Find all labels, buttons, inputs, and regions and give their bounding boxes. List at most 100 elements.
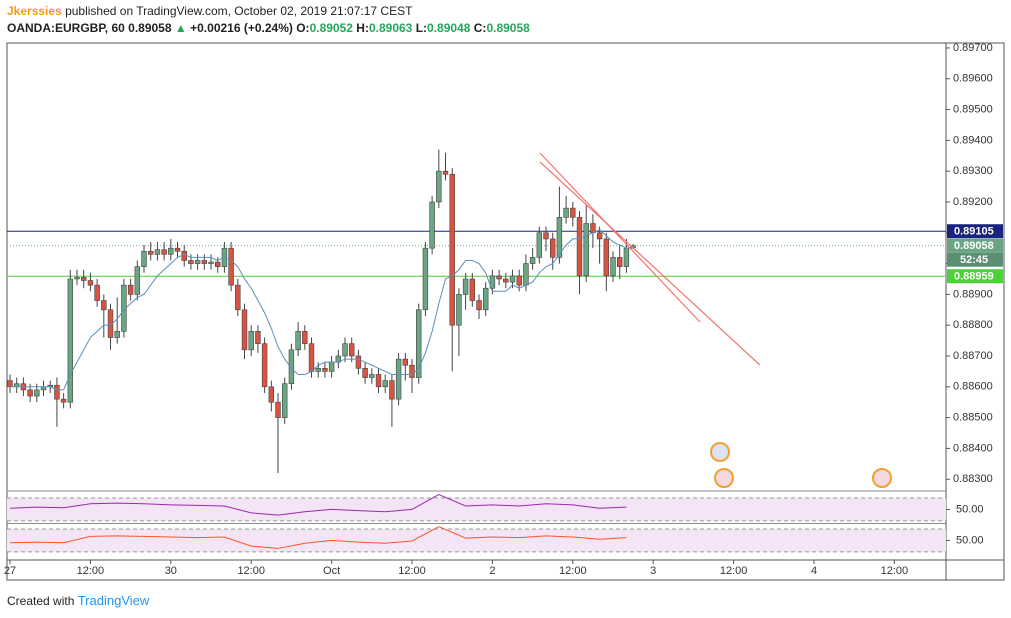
indicator-band xyxy=(7,498,946,521)
author[interactable]: Jkerssies xyxy=(7,4,62,18)
change: +0.00216 (+0.24%) xyxy=(190,21,293,35)
candle-body xyxy=(54,384,60,400)
candle-body xyxy=(235,284,241,311)
candle-body xyxy=(27,389,33,397)
candle-body xyxy=(516,275,522,286)
y-tick-label: 0.88600 xyxy=(953,381,993,393)
candle-body xyxy=(308,343,315,372)
price-label-box xyxy=(947,269,1003,284)
last: 0.89058 xyxy=(128,21,172,35)
candle-body xyxy=(610,257,616,277)
candle-body xyxy=(382,380,388,388)
h-label: H: xyxy=(356,21,369,35)
candle-body xyxy=(268,386,275,403)
candle-body xyxy=(208,261,214,264)
candle-body xyxy=(416,309,422,378)
candle-body xyxy=(154,249,161,255)
candle-body xyxy=(570,207,576,218)
created-with: Created with xyxy=(7,594,75,608)
y-tick-label: 0.89600 xyxy=(953,73,993,85)
candle-body xyxy=(616,257,623,267)
y-tick-label: 0.89500 xyxy=(953,103,993,115)
candle-body xyxy=(462,278,469,295)
y-tick-label: 0.88500 xyxy=(953,412,993,424)
candle-body xyxy=(141,250,147,267)
candle-body xyxy=(288,349,295,385)
candle-body xyxy=(529,257,536,264)
candle-body xyxy=(563,207,569,218)
countdown: 52:45 xyxy=(960,254,988,266)
x-tick-label: 12:00 xyxy=(559,565,587,577)
candle-body xyxy=(60,398,67,403)
candle-body xyxy=(74,277,80,280)
indicator-line xyxy=(10,526,627,549)
candle-body xyxy=(248,331,254,351)
price-label-box xyxy=(947,224,1003,239)
event-icon[interactable] xyxy=(714,468,734,488)
symbol: OANDA:EURGBP, 60 xyxy=(7,21,125,35)
c-label: C: xyxy=(473,21,487,35)
candle-body xyxy=(596,232,603,240)
chart: 0.89700 0.89600 0.89500 0.89400 0.89300 0.892… xyxy=(4,42,1005,581)
candle-body xyxy=(550,238,556,258)
candle-body xyxy=(215,261,221,267)
price-label: 0.89058 xyxy=(954,240,994,252)
candle-body xyxy=(536,232,543,258)
candle-body xyxy=(302,331,308,344)
candle-body xyxy=(7,380,13,388)
x-tick-label: 27 xyxy=(4,565,16,577)
candle-body xyxy=(134,266,141,295)
candle-body xyxy=(543,232,549,240)
candle-body xyxy=(174,247,181,252)
level-label: 50.00 xyxy=(956,503,984,515)
candle-body xyxy=(576,217,583,277)
published: published on TradingView.com, October 02… xyxy=(65,4,413,18)
candle-body xyxy=(315,368,321,372)
candle-body xyxy=(375,374,382,388)
candle-body xyxy=(168,247,174,255)
candle-body xyxy=(476,300,482,311)
indicator-band xyxy=(7,529,946,552)
candle-body xyxy=(355,355,362,369)
y-tick-label: 0.89200 xyxy=(953,196,993,208)
x-tick-label: 12:00 xyxy=(398,565,426,577)
h: 0.89063 xyxy=(368,21,413,35)
candle-body xyxy=(261,343,268,388)
candle-body xyxy=(114,331,120,338)
x-tick-label: 3 xyxy=(650,565,656,577)
o-label: O: xyxy=(296,21,310,35)
candle-body xyxy=(395,358,402,400)
candle-body xyxy=(148,250,154,255)
candle-body xyxy=(409,364,415,378)
candle-body xyxy=(34,389,40,397)
brand[interactable]: TradingView xyxy=(77,593,150,608)
y-tick-label: 0.88700 xyxy=(953,350,993,362)
level-label: 50.00 xyxy=(956,534,984,546)
candle-body xyxy=(469,278,476,301)
event-icon[interactable] xyxy=(710,442,730,462)
candle-body xyxy=(127,284,134,295)
candle-body xyxy=(436,170,442,203)
candle-body xyxy=(509,275,516,283)
candle-body xyxy=(483,287,489,311)
trend-line xyxy=(539,152,701,323)
candle-body xyxy=(81,277,87,281)
trend-line xyxy=(539,161,761,366)
quote-line: OANDA:EURGBP, 60 0.89058 ▲ +0.00216 (+0.… xyxy=(7,21,530,35)
candle-body xyxy=(161,249,167,255)
c: 0.89058 xyxy=(486,21,530,35)
candles xyxy=(7,149,636,474)
candle-body xyxy=(255,331,261,344)
y-tick-label: 0.88800 xyxy=(953,319,993,331)
x-tick-label: 4 xyxy=(811,565,817,577)
publish-line: Jkerssies published on TradingView.com, … xyxy=(7,4,412,18)
chart-frame xyxy=(6,42,1005,581)
event-icon[interactable] xyxy=(872,468,892,488)
price-label: 0.89105 xyxy=(954,226,994,238)
x-tick-label: 12:00 xyxy=(881,565,909,577)
candle-body xyxy=(429,201,435,249)
x-tick-label: 12:00 xyxy=(237,565,265,577)
candle-body xyxy=(241,309,248,351)
candle-body xyxy=(181,250,187,261)
